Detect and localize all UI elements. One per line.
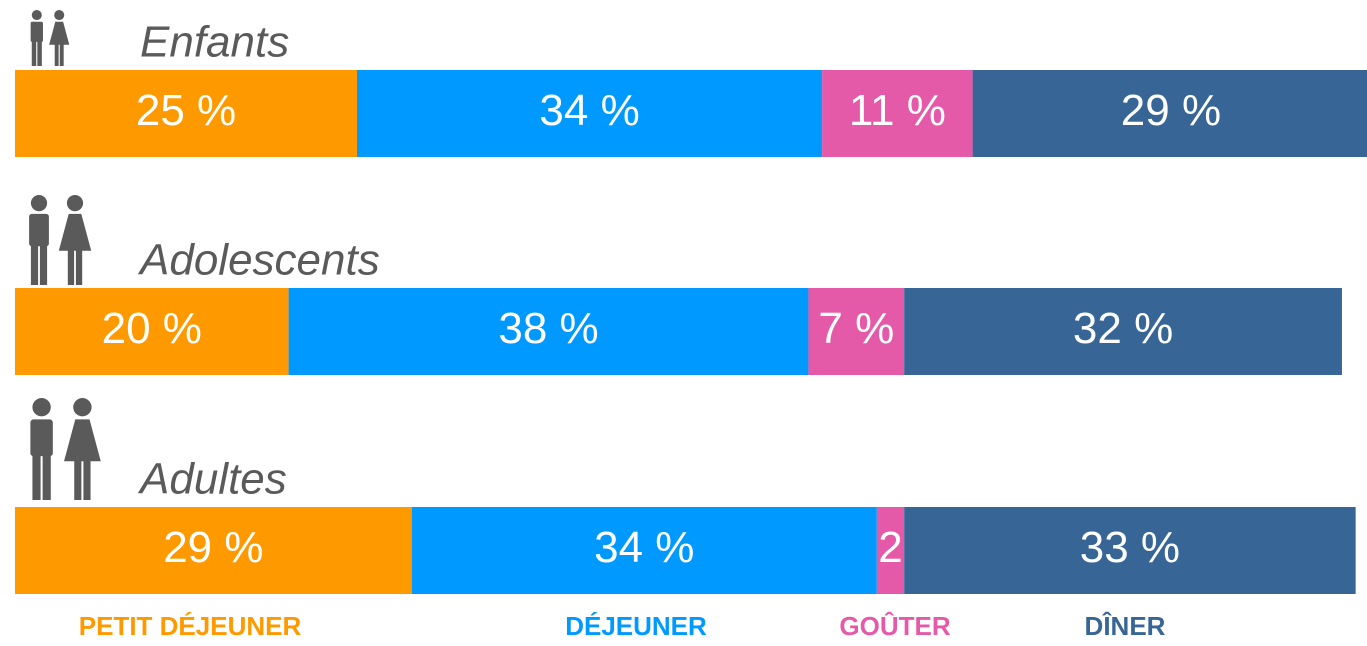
bar-segment [822, 70, 973, 157]
value-label: 34 % [594, 523, 694, 572]
bar-segment [904, 507, 1356, 594]
category-label: Enfants [140, 18, 289, 67]
legend-entry: GOÛTER [839, 611, 950, 641]
bar-segment [904, 288, 1342, 375]
value-label: 33 % [1080, 523, 1180, 572]
teen-icon [29, 195, 92, 285]
value-label: 2 [878, 523, 902, 572]
bar-segment [876, 507, 905, 594]
value-label: 20 % [102, 304, 202, 353]
legend-entry: DÉJEUNER [565, 611, 707, 641]
bar-segment [15, 288, 289, 375]
bar-segment [411, 507, 877, 594]
value-label: 38 % [498, 304, 598, 353]
value-label: 25 % [136, 86, 236, 135]
bar-segment [15, 70, 357, 157]
legend-entry: DÎNER [1085, 611, 1166, 641]
legend-entry: PETIT DÉJEUNER [79, 611, 302, 641]
value-label: 34 % [539, 86, 639, 135]
children-icon [30, 10, 70, 66]
bar-segment [972, 70, 1367, 157]
category-label: Adolescents [137, 236, 380, 285]
value-label: 29 % [1121, 86, 1221, 135]
value-label: 32 % [1073, 304, 1173, 353]
value-label: 11 % [849, 86, 946, 135]
bar-segment [15, 507, 412, 594]
bar-segment [288, 288, 809, 375]
bar-segment [357, 70, 823, 157]
category-label: Adultes [137, 455, 287, 504]
bar-segment [808, 288, 905, 375]
adult-icon [30, 398, 101, 500]
value-label: 29 % [163, 523, 263, 572]
value-label: 7 % [818, 304, 894, 353]
